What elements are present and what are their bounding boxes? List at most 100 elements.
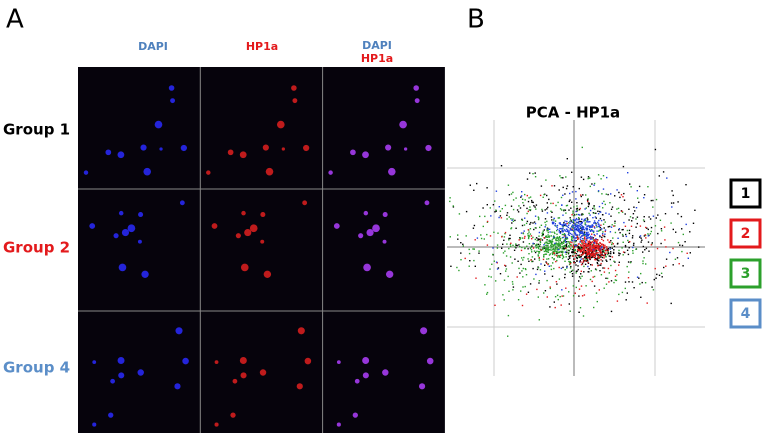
legend-label: 1 bbox=[741, 186, 751, 202]
panel-label: A bbox=[6, 5, 24, 35]
point bbox=[505, 255, 508, 257]
point bbox=[514, 258, 516, 260]
point bbox=[522, 286, 524, 288]
point bbox=[584, 256, 586, 258]
point bbox=[659, 219, 662, 221]
point bbox=[582, 246, 585, 249]
point bbox=[591, 264, 593, 266]
legend-box bbox=[729, 298, 762, 329]
point bbox=[553, 236, 555, 238]
point bbox=[597, 254, 600, 256]
point bbox=[611, 224, 613, 226]
nucleus bbox=[424, 200, 430, 206]
point bbox=[596, 245, 598, 247]
nucleus bbox=[404, 147, 408, 151]
point bbox=[490, 215, 492, 217]
point bbox=[583, 248, 586, 251]
point bbox=[564, 273, 566, 276]
point bbox=[550, 265, 552, 267]
nucleus bbox=[110, 378, 115, 384]
point bbox=[521, 218, 523, 221]
point bbox=[519, 237, 522, 239]
point bbox=[523, 237, 526, 239]
point bbox=[591, 236, 593, 238]
point bbox=[570, 228, 572, 231]
point bbox=[585, 231, 588, 234]
point bbox=[587, 198, 589, 200]
point bbox=[599, 270, 601, 272]
nucleus bbox=[304, 357, 312, 365]
point bbox=[529, 172, 531, 174]
point bbox=[581, 240, 583, 242]
point bbox=[618, 252, 620, 254]
point bbox=[561, 204, 563, 206]
point bbox=[588, 247, 591, 249]
point bbox=[535, 273, 537, 276]
point bbox=[592, 244, 595, 246]
point bbox=[597, 239, 599, 241]
point bbox=[569, 271, 571, 273]
point bbox=[660, 272, 663, 274]
point bbox=[503, 236, 506, 238]
point bbox=[621, 211, 624, 213]
point bbox=[566, 249, 568, 251]
point bbox=[585, 256, 587, 258]
point bbox=[543, 255, 545, 257]
point bbox=[579, 207, 581, 210]
point bbox=[588, 212, 590, 215]
point bbox=[531, 245, 533, 247]
point bbox=[583, 231, 586, 233]
point bbox=[552, 250, 554, 253]
point bbox=[632, 250, 634, 252]
point bbox=[512, 220, 515, 222]
point bbox=[556, 249, 559, 251]
point bbox=[580, 194, 582, 196]
nucleus bbox=[354, 378, 360, 384]
point bbox=[503, 299, 505, 301]
point bbox=[568, 249, 570, 252]
point bbox=[522, 202, 524, 204]
point bbox=[591, 251, 593, 253]
point bbox=[595, 224, 597, 227]
point bbox=[532, 222, 534, 224]
point bbox=[604, 229, 607, 231]
point bbox=[647, 235, 649, 237]
point bbox=[550, 241, 553, 243]
point bbox=[581, 214, 583, 216]
point bbox=[618, 293, 620, 296]
point bbox=[555, 245, 557, 247]
point bbox=[599, 252, 602, 254]
point bbox=[602, 207, 604, 209]
point bbox=[577, 268, 579, 271]
point bbox=[677, 213, 679, 215]
point bbox=[562, 227, 564, 229]
point bbox=[554, 232, 556, 235]
point bbox=[598, 247, 600, 249]
point bbox=[518, 205, 520, 207]
point bbox=[580, 221, 582, 223]
point bbox=[645, 247, 648, 250]
point bbox=[573, 235, 575, 238]
point bbox=[563, 239, 565, 241]
point bbox=[572, 212, 574, 214]
point bbox=[552, 252, 554, 254]
point bbox=[528, 231, 530, 233]
point bbox=[583, 218, 586, 221]
point bbox=[592, 252, 594, 254]
point bbox=[605, 255, 607, 258]
point bbox=[632, 213, 635, 215]
point bbox=[575, 198, 577, 200]
point bbox=[596, 246, 598, 248]
point bbox=[571, 238, 573, 240]
point bbox=[608, 281, 610, 283]
point bbox=[578, 288, 581, 290]
point bbox=[556, 224, 559, 227]
nucleus bbox=[175, 327, 183, 335]
point bbox=[544, 248, 547, 250]
point bbox=[584, 218, 587, 220]
point bbox=[599, 217, 602, 220]
point bbox=[575, 264, 577, 266]
point bbox=[556, 237, 558, 239]
point bbox=[655, 198, 658, 201]
point bbox=[572, 285, 575, 287]
